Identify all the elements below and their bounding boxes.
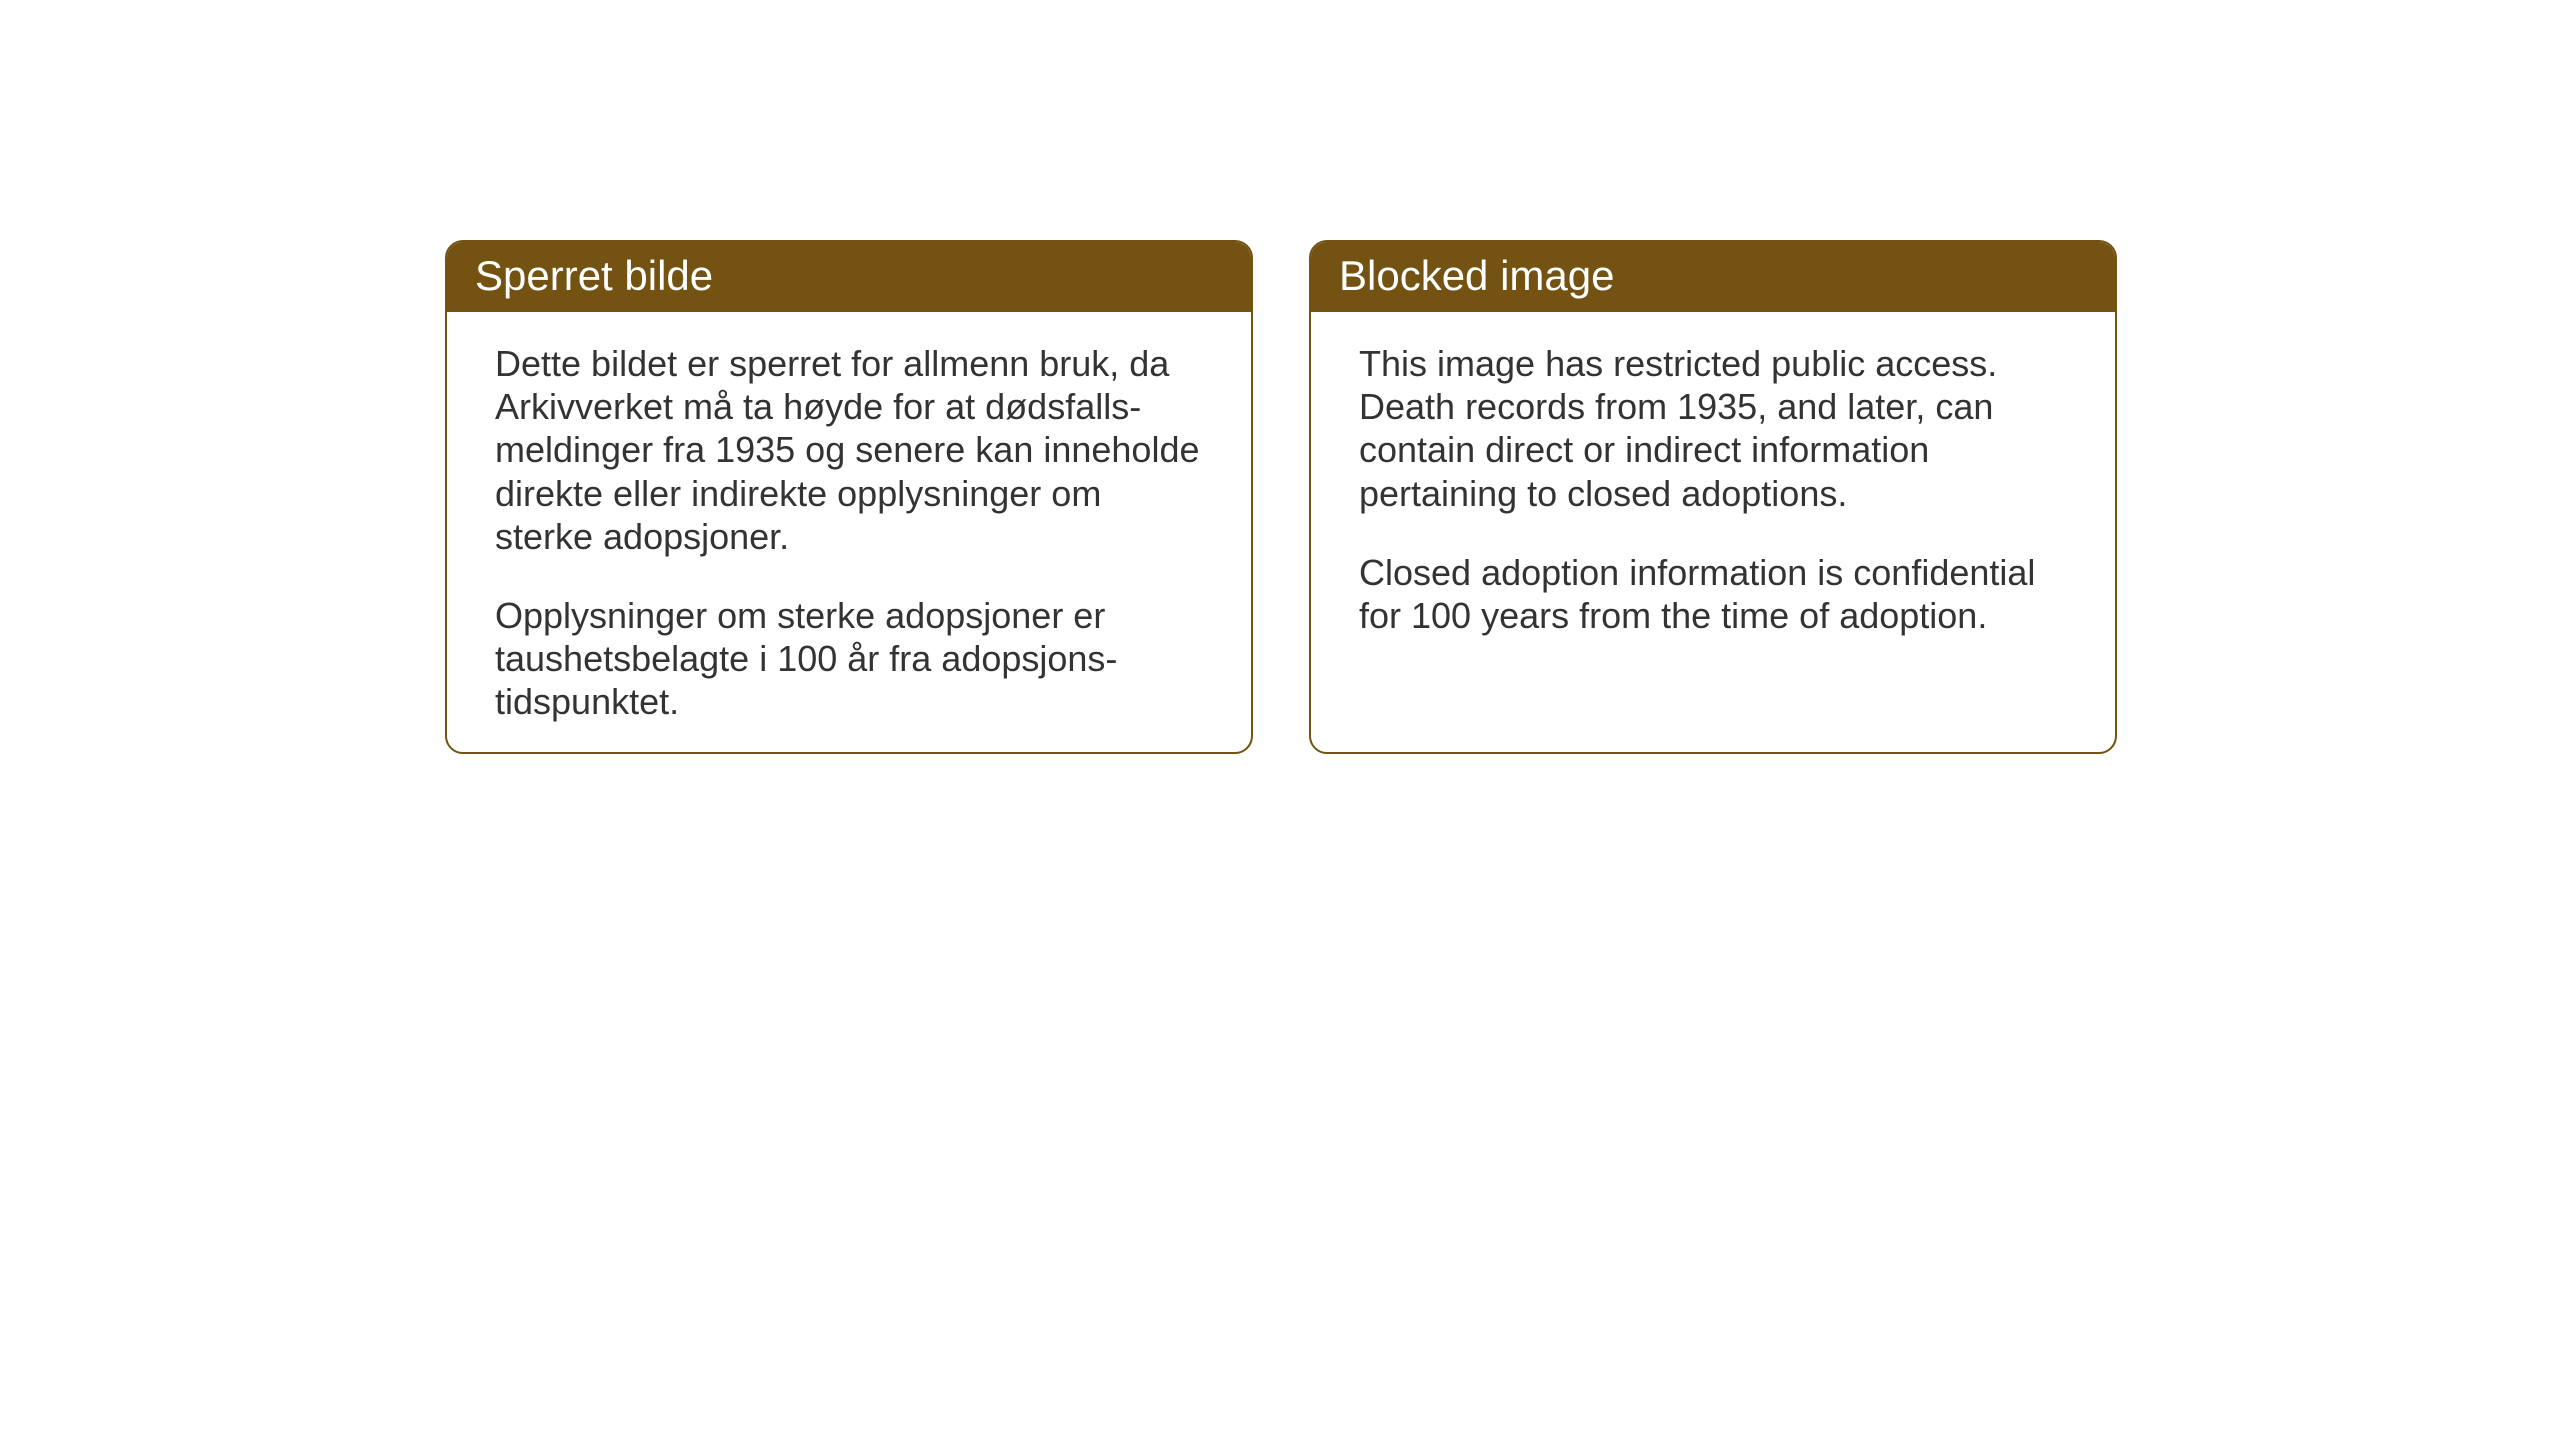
notice-container: Sperret bilde Dette bildet er sperret fo… [445, 240, 2117, 754]
paragraph-english-1: This image has restricted public access.… [1359, 342, 2067, 515]
card-body-english: This image has restricted public access.… [1311, 312, 2115, 677]
card-header-norwegian: Sperret bilde [447, 242, 1251, 312]
notice-card-norwegian: Sperret bilde Dette bildet er sperret fo… [445, 240, 1253, 754]
paragraph-english-2: Closed adoption information is confident… [1359, 551, 2067, 637]
notice-card-english: Blocked image This image has restricted … [1309, 240, 2117, 754]
paragraph-norwegian-2: Opplysninger om sterke adopsjoner er tau… [495, 594, 1203, 724]
card-body-norwegian: Dette bildet er sperret for allmenn bruk… [447, 312, 1251, 754]
card-header-english: Blocked image [1311, 242, 2115, 312]
paragraph-norwegian-1: Dette bildet er sperret for allmenn bruk… [495, 342, 1203, 558]
